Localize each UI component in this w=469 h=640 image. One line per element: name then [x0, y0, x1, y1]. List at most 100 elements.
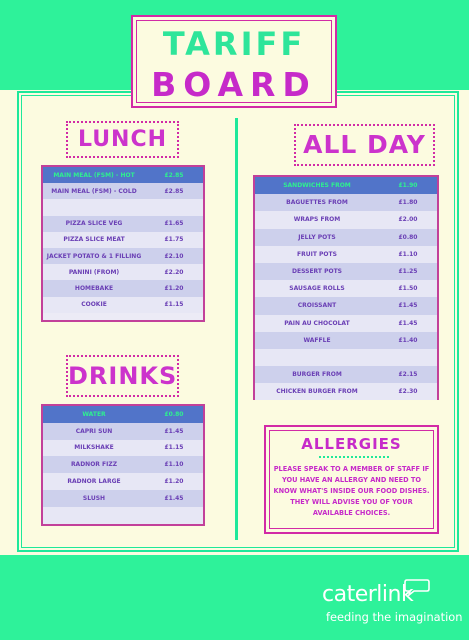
menu-row: PAIN AU CHOCOLAT £1.45: [255, 314, 437, 332]
menu-row: [43, 199, 203, 216]
title-panel-inner-border: [136, 20, 332, 103]
all-day-heading: ALL DAY: [294, 124, 435, 166]
lunch-heading: LUNCH: [66, 121, 179, 158]
menu-row: MAIN MEAL (FSM) - COLD £2.85: [43, 183, 203, 200]
menu-row: FRUIT POTS £1.10: [255, 245, 437, 263]
menu-item-price: £0.80: [398, 233, 418, 241]
menu-row: WAFFLE £1.40: [255, 331, 437, 349]
menu-item-price: £1.10: [164, 461, 184, 469]
column-divider: [235, 118, 238, 540]
menu-item-name: BURGER FROM: [292, 371, 342, 379]
menu-item-name: WAFFLE: [303, 336, 331, 344]
menu-item-price: £1.15: [164, 301, 184, 309]
menu-item-name: SLUSH: [82, 494, 106, 502]
menu-item-price: £2.15: [398, 371, 418, 379]
menu-item-name: HOMEBAKE: [74, 284, 114, 292]
menu-item-price: £2.00: [398, 216, 418, 224]
logo-tagline: feeding the imagination: [326, 610, 463, 624]
speech-bubble-icon: [404, 579, 430, 596]
menu-item-price: £1.20: [164, 478, 184, 486]
menu-item-name: FRUIT POTS: [297, 250, 337, 258]
drinks-heading-text: DRINKS: [68, 362, 178, 390]
menu-row: PIZZA SLICE MEAT £1.75: [43, 231, 203, 248]
menu-row: BURGER FROM £2.15: [255, 366, 437, 384]
menu-item-price: £2.85: [164, 187, 184, 195]
menu-item-name: SANDWICHES FROM: [283, 182, 351, 190]
menu-item-price: £1.90: [398, 182, 418, 190]
menu-item-name: CHICKEN BURGER FROM: [276, 388, 358, 396]
menu-item-price: £1.20: [164, 284, 184, 292]
menu-item-price: £1.50: [398, 285, 418, 293]
menu-row: BAGUETTES FROM £1.80: [255, 194, 437, 212]
menu-item-price: £1.45: [164, 494, 184, 502]
logo-wordmark: caterlink: [322, 582, 414, 607]
menu-item-name: PIZZA SLICE VEG: [65, 220, 123, 228]
caterlink-logo: caterlink feeding the imagination: [322, 579, 462, 628]
menu-row: WRAPS FROM £2.00: [255, 211, 437, 229]
all-day-menu-table: SANDWICHES FROM £1.90 BAGUETTES FROM £1.80 W…: [253, 175, 439, 401]
lunch-heading-text: LUNCH: [77, 127, 168, 152]
menu-item-name: CROISSANT: [297, 302, 337, 310]
menu-item-name: DESSERT POTS: [292, 268, 342, 276]
menu-row: PIZZA SLICE VEG £1.65: [43, 215, 203, 232]
menu-item-price: £1.80: [398, 199, 418, 207]
menu-row: MAIN MEAL (FSM) - HOT £2.85: [43, 167, 203, 184]
menu-item-price: £2.85: [164, 171, 184, 179]
menu-row: MILKSHAKE £1.15: [43, 439, 203, 457]
menu-item-price: £2.30: [398, 388, 418, 396]
menu-row: HOMEBAKE £1.20: [43, 280, 203, 297]
menu-item-name: PIZZA SLICE MEAT: [63, 236, 125, 244]
menu-item-name: PANINI (FROM): [68, 268, 120, 276]
menu-row: DESSERT POTS £1.25: [255, 262, 437, 281]
menu-item-price: £1.10: [398, 250, 418, 258]
menu-item-name: COOKIE: [81, 301, 107, 309]
menu-row: WATER £0.80: [43, 406, 203, 423]
menu-item-name: RADNOR LARGE: [67, 478, 121, 486]
menu-item-price: £1.45: [164, 427, 184, 435]
allergies-panel: ALLERGIES Please speak to a member of st…: [264, 425, 439, 534]
menu-row: SANDWICHES FROM £1.90: [255, 177, 437, 195]
menu-row: SLUSH £1.45: [43, 489, 203, 507]
menu-item-price: £2.20: [164, 268, 184, 276]
menu-item-name: JELLY POTS: [298, 233, 336, 241]
all-day-heading-text: ALL DAY: [303, 130, 426, 159]
title-line-1: TARIFF: [162, 25, 306, 63]
menu-item-name: WATER: [82, 410, 106, 418]
menu-item-price: £1.15: [164, 444, 184, 452]
menu-row: JACKET POTATO & 1 FILLING £2.10: [43, 247, 203, 265]
title-panel: TARIFF BOARD: [131, 15, 337, 108]
menu-item-name: CAPRI SUN: [75, 427, 113, 435]
menu-item-name: RADNOR FIZZ: [70, 461, 118, 469]
menu-item-name: MAIN MEAL (FSM) - COLD: [51, 187, 137, 195]
drinks-menu-table: WATER £0.80 CAPRI SUN £1.45 MILKSHAKE £1.15 RA…: [41, 404, 205, 526]
menu-item-name: SAUSAGE ROLLS: [289, 285, 345, 293]
menu-item-price: £1.25: [398, 268, 418, 276]
menu-item-price: £2.10: [164, 252, 184, 260]
menu-item-price: £0.80: [164, 410, 184, 418]
drinks-heading: DRINKS: [66, 355, 179, 397]
menu-row: [43, 506, 203, 524]
lunch-menu-table: MAIN MEAL (FSM) - HOT £2.85 MAIN MEAL (FSM…: [41, 165, 205, 322]
menu-row: RADNOR FIZZ £1.10: [43, 456, 203, 474]
menu-item-name: WRAPS FROM: [293, 216, 341, 224]
menu-row: [255, 348, 437, 367]
menu-item-price: £1.45: [398, 319, 418, 327]
allergies-dotted-divider: [319, 456, 389, 458]
menu-item-name: JACKET POTATO & 1 FILLING: [46, 252, 142, 260]
menu-row: CHICKEN BURGER FROM £2.30: [255, 383, 437, 401]
menu-row: RADNOR LARGE £1.20: [43, 473, 203, 490]
allergies-title: ALLERGIES: [301, 435, 402, 453]
menu-item-name: MILKSHAKE: [74, 444, 114, 452]
menu-item-name: BAGUETTES FROM: [286, 199, 348, 207]
allergies-notice: Please speak to a member of staff if you…: [273, 465, 430, 517]
menu-row: CAPRI SUN £1.45: [43, 422, 203, 440]
title-line-2: BOARD: [151, 65, 317, 104]
menu-item-name: MAIN MEAL (FSM) - HOT: [53, 171, 135, 179]
menu-item-price: £1.45: [398, 302, 418, 310]
menu-item-price: £1.40: [398, 336, 418, 344]
menu-row: PANINI (FROM) £2.20: [43, 264, 203, 281]
menu-row: CROISSANT £1.45: [255, 297, 437, 315]
menu-item-price: £1.65: [164, 220, 184, 228]
menu-item-price: £1.75: [164, 236, 184, 244]
menu-row: SAUSAGE ROLLS £1.50: [255, 280, 437, 298]
